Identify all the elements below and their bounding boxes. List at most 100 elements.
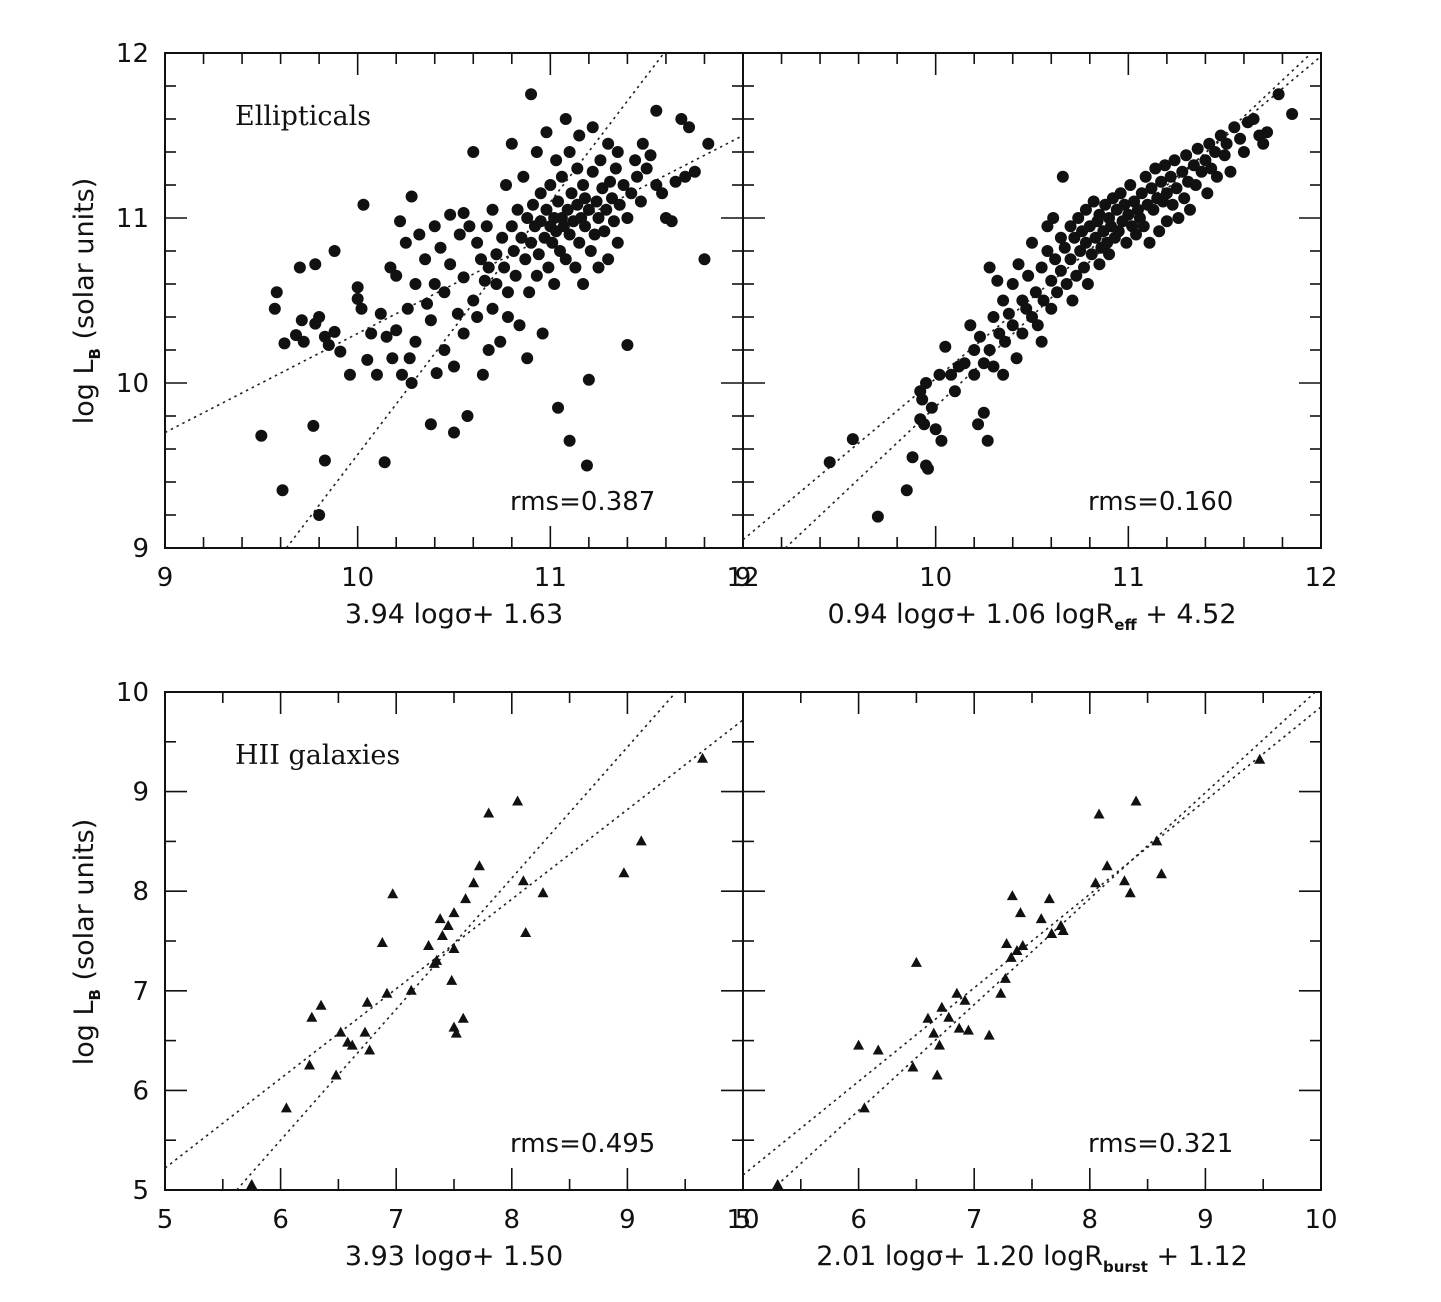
data-point — [1160, 215, 1173, 228]
data-point — [1017, 939, 1029, 950]
data-point — [1078, 261, 1091, 274]
data-point — [1153, 225, 1166, 238]
data-point — [394, 215, 407, 228]
data-point — [540, 126, 553, 139]
data-point — [500, 179, 513, 191]
data-point — [958, 357, 971, 370]
svg-text:log LB (solar units): log LB (solar units) — [69, 178, 104, 425]
data-point — [1035, 335, 1048, 348]
data-point — [448, 1021, 460, 1032]
data-point — [823, 456, 836, 469]
data-point — [494, 335, 507, 348]
data-point — [928, 1027, 940, 1038]
svg-text:log LB (solar units): log LB (solar units) — [69, 819, 104, 1066]
x-tick-label: 11 — [534, 563, 567, 593]
data-point — [438, 344, 451, 356]
data-point — [910, 956, 922, 967]
data-point — [1012, 258, 1025, 271]
data-point — [1272, 88, 1285, 101]
data-point — [334, 345, 347, 358]
x-tick-label: 6 — [272, 1205, 289, 1235]
data-point — [1189, 179, 1202, 191]
data-point — [505, 137, 518, 150]
data-point — [592, 261, 605, 274]
data-point — [476, 368, 489, 381]
data-point — [457, 271, 470, 284]
data-point — [1145, 182, 1158, 195]
data-point — [448, 426, 460, 439]
x-axis-title: 3.94 logσ+ 1.63 — [345, 599, 563, 630]
x-tick-label: 10 — [341, 563, 374, 593]
data-point — [1064, 253, 1077, 266]
data-point — [523, 286, 536, 299]
data-point — [318, 454, 331, 467]
data-point — [507, 245, 520, 257]
data-point — [448, 942, 460, 953]
data-point — [1010, 352, 1023, 365]
data-point — [430, 367, 443, 380]
y-tick-label: 12 — [116, 39, 149, 69]
data-point — [588, 228, 601, 241]
data-point — [675, 113, 688, 125]
data-point — [550, 154, 563, 167]
data-point — [579, 192, 592, 205]
y-tick-label: 10 — [116, 678, 149, 708]
data-point — [1114, 187, 1127, 200]
y-tick-label: 7 — [132, 977, 149, 1007]
y-tick-label: 9 — [132, 534, 149, 564]
data-point — [1101, 860, 1113, 871]
data-point — [386, 352, 399, 365]
data-point — [546, 236, 559, 249]
data-point — [480, 220, 493, 233]
data-point — [1079, 236, 1092, 249]
data-point — [395, 368, 408, 381]
data-point — [991, 274, 1004, 287]
data-point — [555, 170, 568, 183]
data-point — [387, 888, 399, 899]
data-point — [468, 877, 480, 888]
data-point — [580, 459, 593, 472]
data-point — [772, 1179, 784, 1190]
data-point — [1029, 286, 1042, 299]
data-point — [931, 1069, 943, 1080]
data-point — [376, 936, 388, 947]
data-point — [1155, 868, 1167, 879]
data-point — [569, 261, 582, 274]
data-point — [577, 278, 590, 290]
data-point — [498, 261, 511, 274]
data-point — [517, 875, 529, 886]
data-point — [446, 974, 458, 985]
data-point — [625, 187, 638, 200]
data-point — [365, 327, 378, 340]
rms-label: rms=0.387 — [510, 487, 655, 517]
data-point — [448, 907, 460, 918]
data-point — [586, 165, 599, 178]
data-point — [1135, 187, 1148, 200]
data-point — [532, 248, 545, 261]
data-point — [1057, 925, 1069, 936]
data-point — [604, 175, 617, 188]
data-point — [943, 1011, 955, 1022]
data-point — [702, 137, 715, 150]
data-point — [997, 294, 1010, 307]
data-point — [964, 319, 977, 332]
data-point — [409, 278, 422, 290]
data-point — [1176, 165, 1189, 178]
data-point — [1120, 236, 1133, 249]
chart-panel-ellipticals-sigma-reff: 9 10 11 12 0.94 logσ+ 1.06 logReff + 4.52 rms… — [735, 52, 1338, 634]
data-point — [929, 423, 942, 436]
data-point — [534, 215, 547, 228]
data-point — [1201, 187, 1214, 200]
data-point — [565, 187, 578, 200]
data-point — [922, 1012, 934, 1023]
data-point — [636, 137, 649, 150]
data-point — [582, 373, 595, 386]
data-point — [1002, 307, 1015, 320]
plot-frame — [742, 52, 1322, 549]
data-point — [307, 419, 320, 432]
data-point — [953, 1022, 965, 1033]
data-point — [315, 999, 327, 1010]
data-point — [1041, 245, 1054, 257]
data-point — [656, 187, 669, 200]
